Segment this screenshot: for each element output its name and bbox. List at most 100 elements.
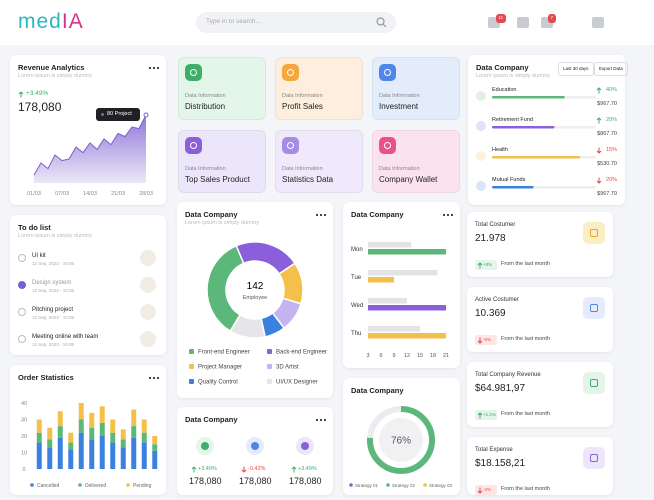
stat-icon [583,447,605,469]
bar-segment [57,411,63,427]
bar-segment [99,406,105,423]
bar-segment [68,449,74,469]
avatar [140,250,156,266]
order-statistics-card: Order Statistics 40 30 20 10 0 Cancelled Delive… [10,365,166,495]
avatar [140,304,156,320]
checkbox[interactable] [18,308,26,316]
card-title: To do list [18,223,51,232]
x-tick-label: 9 [392,353,395,359]
bar-segment [110,442,116,469]
more-button[interactable] [148,66,160,70]
arrow-down [596,177,602,184]
legend-label: Cancelled [37,483,59,489]
card-title: Data Company [476,63,529,72]
x-tick-label: 21 [443,353,449,359]
bar-segment [68,432,74,443]
x-tick-label: 18 [430,353,436,359]
legend-swatch [267,364,272,369]
stat-value: $64.981,97 [475,383,526,394]
bar-segment [131,409,137,427]
notification-badge: 7 [548,14,556,23]
tile-name: Investment [379,102,419,111]
progress-bars [492,96,596,189]
tile-label: Data Information [282,166,323,172]
card-subtitle: Lorem ipsum is simply dummy [185,220,259,226]
bar-segment [78,419,84,433]
bar-segment [141,432,147,443]
legend-swatch [189,379,194,384]
bar-segment [141,419,147,433]
tile-icon [379,64,396,81]
ring-inner [379,418,423,462]
bar-segment [152,450,158,469]
tile-icon [185,64,202,81]
task-date: 12 Sep, 2023 - 10:05 [32,261,75,266]
contacts-icon[interactable] [517,17,529,28]
search-box[interactable]: Type in to search... [196,12,396,33]
arrow [596,177,602,184]
checkbox[interactable] [18,335,26,343]
bar-segment [131,426,137,438]
info-tile[interactable]: Data Information Profit Sales [275,57,363,120]
info-tile[interactable]: Data Information Investment [372,57,460,120]
x-tick-label: 07/03 [55,191,69,197]
y-tick-label: 40 [21,401,27,407]
bar-segment [110,432,116,443]
bar-segment [99,422,105,436]
checkbox[interactable] [18,281,26,289]
export-text: Export Data [599,66,623,71]
dot [442,213,446,217]
bar-segment [120,429,126,440]
more-button[interactable] [315,418,327,422]
checkbox[interactable] [18,254,26,262]
more-button[interactable] [442,213,454,217]
logo-accent: IA [61,10,84,33]
arrow [477,337,483,344]
fund-amount: $530.70 [597,161,617,167]
dot [152,376,156,380]
value: 178,080 [239,476,272,486]
bar-chart: 40 30 20 10 0 Cancelled Delivered Pending [21,401,158,489]
handle [382,23,387,28]
arrow [596,87,602,94]
dot [315,213,319,217]
bar-segment [120,439,126,448]
search-placeholder: Type in to search... [206,18,261,25]
arrow [596,147,602,154]
more-button[interactable] [315,213,327,217]
info-tile[interactable]: Data Information Statistics Data [275,130,363,193]
bar-segment [120,447,126,469]
change: -2% [483,487,492,492]
bar-segment [131,437,137,469]
card-title: Data Company [351,386,404,395]
more-button[interactable] [148,376,160,380]
bar [368,277,394,283]
export-button[interactable]: Export Data [594,62,628,76]
mail-icon[interactable] [488,17,500,28]
ring-chart: 76% Strategy 01 Strategy 02 Strategy 03 [349,406,453,488]
bar [368,333,446,339]
change: +3.49% [298,466,317,472]
change: +3.49% [26,90,49,97]
task-date: 12 Sep, 2023 - 10:05 [32,288,75,293]
y-tick-label: 0 [22,467,25,473]
profile-icon[interactable] [592,17,604,28]
info-tile[interactable]: Data Information Distribution [178,57,266,120]
card-title: Data Company [351,210,404,219]
legend-swatch [267,349,272,354]
y-tick-label: Tue [351,275,362,281]
info-tile[interactable]: Data Information Company Wallet [372,130,460,193]
range-dropdown[interactable]: Last 30 days [558,62,594,76]
value: 178,080 [189,476,222,486]
bell-icon[interactable] [541,17,553,28]
y-tick-label: Wed [351,303,363,309]
fund-amount: $967.70 [597,191,617,197]
legend-swatch [126,483,130,487]
search-icon [376,17,387,28]
arrow [18,91,24,98]
legend-label: Strategy 02 [392,483,416,488]
fund-amount: $967.70 [597,101,617,107]
info-tile[interactable]: Data Information Top Sales Product [178,130,266,193]
x-tick-label: 14/03 [83,191,97,197]
dot [156,66,160,70]
